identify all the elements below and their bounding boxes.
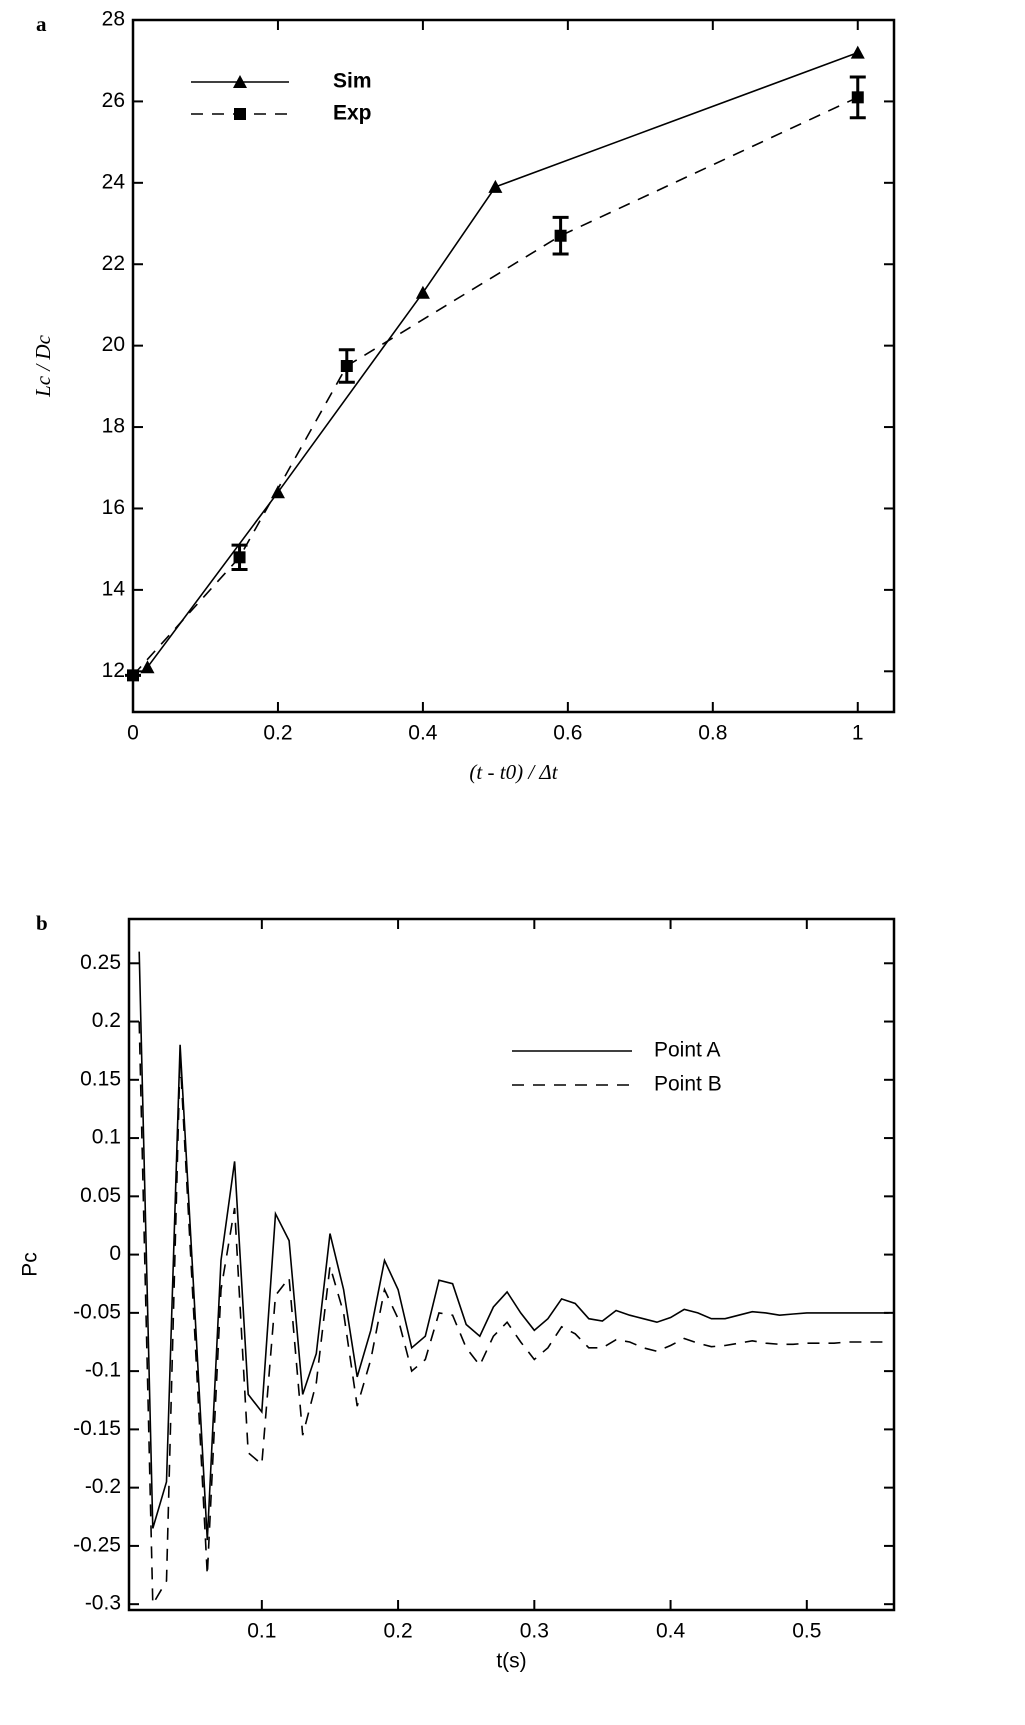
- y-tick-label: 16: [102, 496, 125, 519]
- marker-square: [554, 229, 567, 242]
- y-tick-label: 24: [102, 170, 126, 193]
- x-tick-label: 0.3: [520, 1620, 549, 1643]
- y-tick-label: -0.2: [85, 1475, 121, 1498]
- y-tick-label: 12: [102, 659, 125, 682]
- x-tick-label: 0.6: [553, 722, 582, 745]
- x-tick-label: 0.8: [698, 722, 727, 745]
- y-tick-label: 0.05: [80, 1184, 121, 1207]
- x-tick-label: 0.5: [792, 1620, 821, 1643]
- y-tick-label: 0.25: [80, 951, 121, 974]
- marker-triangle: [415, 285, 430, 299]
- plot-frame: [127, 917, 896, 1612]
- marker-triangle: [850, 45, 865, 59]
- legend-label: Point A: [654, 1039, 721, 1062]
- y-tick-label: 0: [109, 1242, 121, 1265]
- x-tick-label: 0.4: [656, 1620, 686, 1643]
- y-tick-label: 22: [102, 252, 125, 275]
- y-tick-label: -0.1: [85, 1359, 121, 1382]
- y-tick-label: 18: [102, 415, 125, 438]
- y-tick-label: 26: [102, 89, 125, 112]
- y-axis-label: Pc: [19, 1252, 42, 1277]
- marker-square: [340, 360, 353, 372]
- legend-label: Point B: [654, 1073, 722, 1096]
- legend-marker: [234, 108, 246, 120]
- marker-square: [233, 551, 246, 564]
- y-tick-label: 28: [102, 8, 125, 31]
- series-line: [138, 1021, 889, 1608]
- y-axis-label: Lc / Dc: [31, 334, 55, 398]
- y-tick-label: 0.2: [92, 1009, 121, 1032]
- y-tick-label: 20: [102, 333, 125, 356]
- panel-label: a: [36, 12, 47, 36]
- x-tick-label: 0.2: [383, 1620, 412, 1643]
- series-line: [146, 51, 859, 668]
- x-tick-label: 0.4: [408, 722, 438, 745]
- x-tick-label: 0.2: [263, 722, 292, 745]
- legend-label: Sim: [333, 70, 372, 93]
- series-line: [138, 951, 889, 1541]
- x-axis-label: t(s): [496, 1650, 526, 1673]
- marker-square: [851, 91, 864, 104]
- panel-label: b: [36, 911, 48, 935]
- marker-triangle: [140, 660, 155, 674]
- x-axis-label: (t - t0) / Δt: [469, 760, 558, 784]
- legend-marker: [233, 75, 247, 88]
- plot-frame: [131, 18, 896, 714]
- marker-triangle: [488, 179, 503, 193]
- y-tick-label: 0.15: [80, 1067, 121, 1090]
- x-tick-label: 0.1: [247, 1620, 276, 1643]
- y-tick-label: -0.3: [85, 1592, 121, 1615]
- legend-label: Exp: [333, 102, 372, 125]
- y-tick-label: 0.1: [92, 1126, 121, 1149]
- y-tick-label: -0.15: [73, 1417, 121, 1440]
- y-tick-label: -0.05: [73, 1300, 121, 1323]
- marker-triangle: [270, 485, 285, 499]
- x-tick-label: 1: [852, 722, 864, 745]
- y-tick-label: 14: [102, 577, 126, 600]
- y-tick-label: -0.25: [73, 1533, 121, 1556]
- x-tick-label: 0: [127, 722, 139, 745]
